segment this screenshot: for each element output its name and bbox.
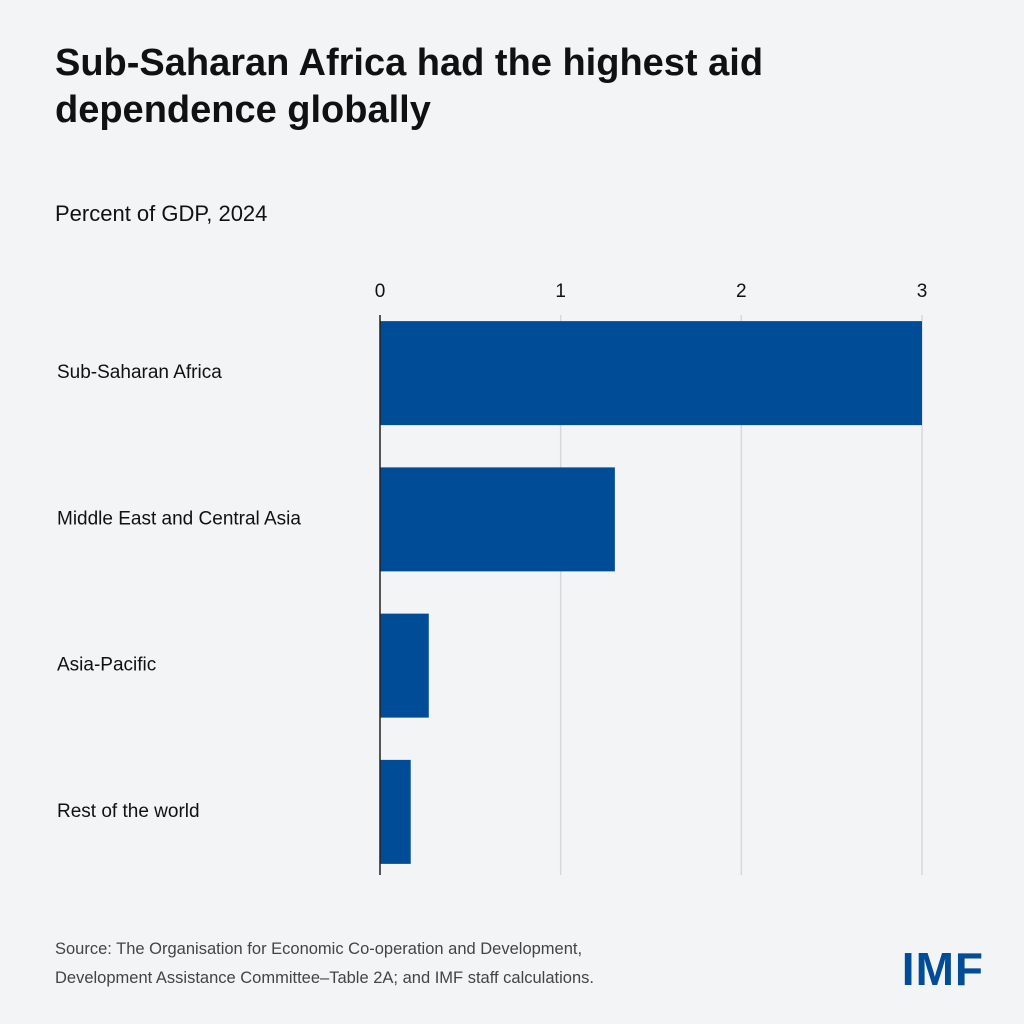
chart-title: Sub-Saharan Africa had the highest aid d… (55, 42, 764, 131)
y-tick-label: Asia-Pacific (57, 655, 156, 676)
source-line: Source: The Organisation for Economic Co… (55, 940, 583, 958)
bar (380, 613, 429, 718)
x-tick-label: 2 (736, 281, 747, 302)
source-note: Source: The Organisation for Economic Co… (55, 935, 594, 993)
y-tick-label: Sub-Saharan Africa (57, 362, 222, 383)
chart: 0 1 2 3 Sub-Saharan Africa Middle East and Ce… (57, 281, 928, 875)
y-tick-label: Middle East and Central Asia (57, 508, 301, 529)
logo: IMF (901, 943, 984, 995)
chart-subtitle: Percent of GDP, 2024 (55, 201, 268, 226)
bar (380, 321, 922, 426)
source-line: Development Assistance Committee–Table 2… (55, 969, 594, 987)
bar (380, 759, 411, 864)
y-tick-label: Rest of the world (57, 801, 200, 822)
x-tick-label: 1 (555, 281, 566, 302)
x-tick-label: 3 (917, 281, 928, 302)
x-tick-label: 0 (375, 281, 386, 302)
bar (380, 467, 615, 572)
